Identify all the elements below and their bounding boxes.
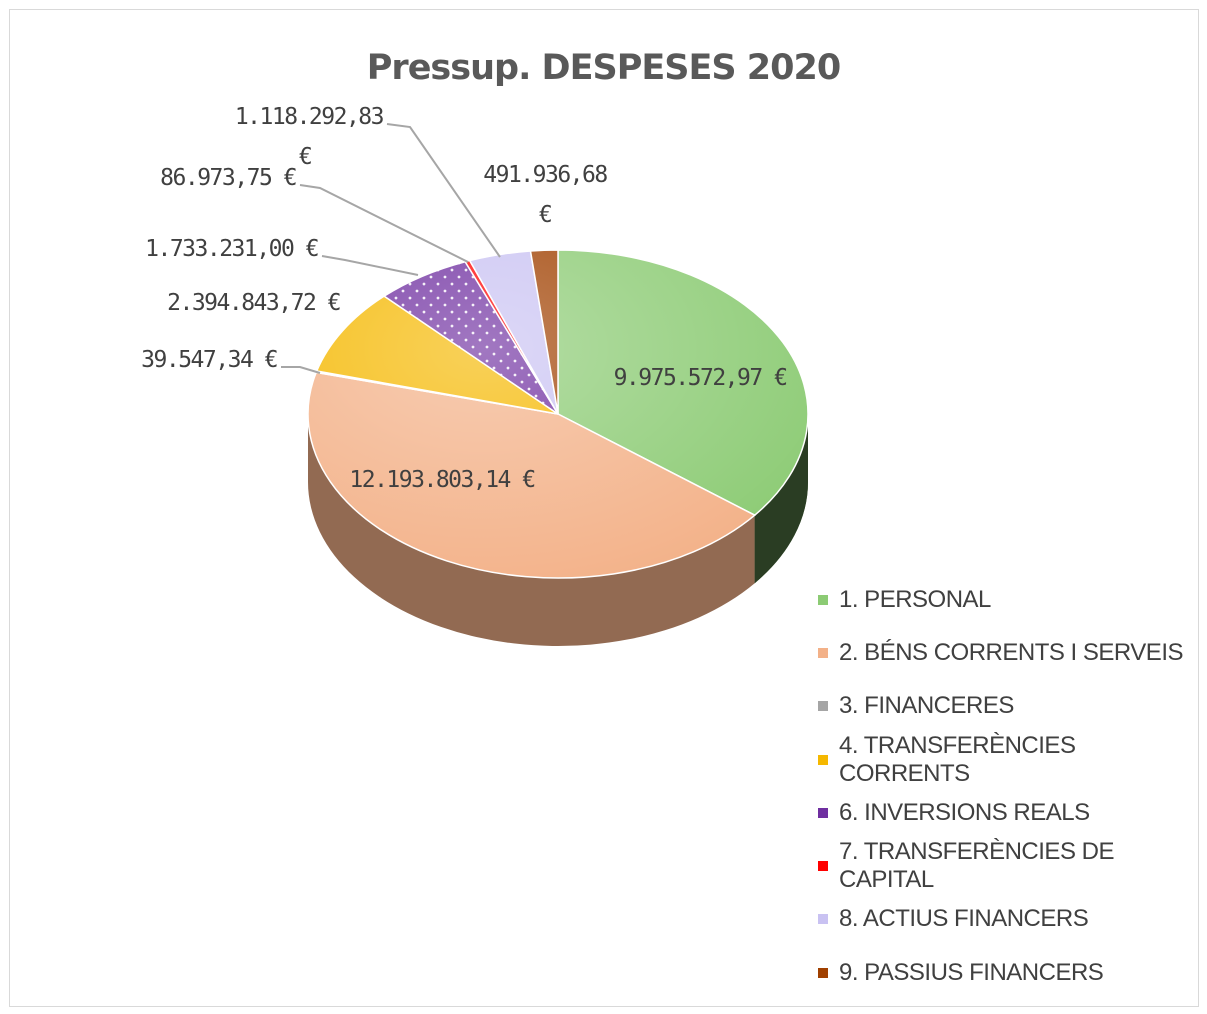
chart-title: Pressup. DESPESES 2020	[366, 48, 841, 88]
legend-label: 2. BÉNS CORRENTS I SERVEIS	[839, 638, 1184, 666]
legend-swatch	[818, 594, 828, 605]
legend-swatch	[818, 861, 828, 872]
legend-label: 8. ACTIUS FINANCERS	[839, 905, 1089, 933]
leader-line-7-transferencies-de-capital	[299, 184, 469, 263]
data-label-4-transferencies-corrents: 2.394.843,72 €	[167, 290, 340, 316]
legend-item-2-bens-corrents-i-serveis: 2. BÉNS CORRENTS I SERVEIS	[818, 626, 1207, 679]
leader-line-3-financeres	[281, 366, 321, 374]
legend-label: 7. TRANSFERÈNCIES DE CAPITAL	[839, 838, 1114, 894]
data-label-6-inversions-reals: 1.733.231,00 €	[145, 236, 318, 262]
data-label-8-actius-financers: 1.118.292,83 €	[235, 104, 384, 170]
pie-side-2-bens-corrents-i-serveis	[308, 414, 755, 646]
data-label-9-passius-financers: 491.936,68 €	[483, 162, 607, 228]
pie-side-shadow-1-personal	[754, 414, 808, 584]
legend-item-6-inversions-reals: 6. INVERSIONS REALS	[818, 786, 1207, 839]
legend-swatch	[818, 647, 828, 658]
data-label-3-financeres: 39.547,34 €	[141, 347, 277, 373]
legend-item-8-actius-financers: 8. ACTIUS FINANCERS	[818, 893, 1207, 946]
legend-item-7-transferencies-de-capital: 7. TRANSFERÈNCIES DE CAPITAL	[818, 838, 1207, 894]
legend-item-9-passius-financers: 9. PASSIUS FINANCERS	[818, 946, 1207, 999]
legend-label: 9. PASSIUS FINANCERS	[839, 958, 1104, 986]
leader-line-8-actius-financers	[386, 123, 501, 258]
legend-swatch	[818, 967, 828, 978]
legend-label: 6. INVERSIONS REALS	[839, 798, 1090, 826]
legend-swatch	[818, 807, 828, 818]
legend-swatch	[818, 914, 828, 925]
legend-swatch	[818, 701, 828, 712]
data-label-7-transferencies-de-capital: 86.973,75 €	[160, 165, 296, 191]
chart-legend: 1. PERSONAL 2. BÉNS CORRENTS I SERVEIS 3. …	[818, 573, 1207, 999]
data-label-1-personal: 9.975.572,97 €	[614, 365, 787, 391]
legend-label: 3. FINANCERES	[839, 692, 1014, 720]
legend-item-1-personal: 1. PERSONAL	[818, 573, 1207, 626]
legend-label: 4. TRANSFERÈNCIES CORRENTS	[839, 731, 1076, 787]
legend-label: 1. PERSONAL	[839, 585, 991, 613]
legend-item-3-financeres: 3. FINANCERES	[818, 680, 1207, 733]
leader-line-6-inversions-reals	[321, 255, 419, 276]
legend-swatch	[818, 754, 828, 765]
data-label-2-bens-corrents-i-serveis: 12.193.803,14 €	[349, 467, 534, 493]
legend-item-4-transferencies-corrents: 4. TRANSFERÈNCIES CORRENTS	[818, 731, 1207, 787]
pie-highlight	[308, 250, 808, 578]
